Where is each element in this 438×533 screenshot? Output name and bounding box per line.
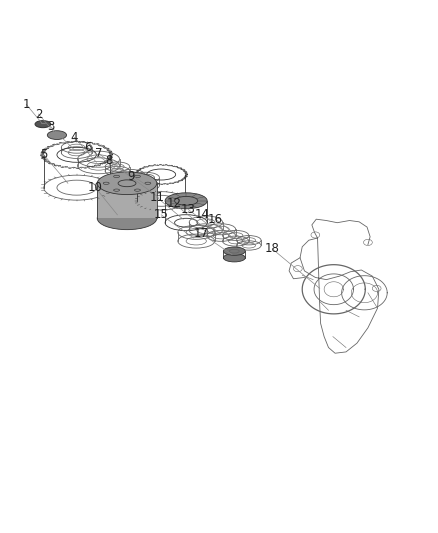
- Text: 16: 16: [208, 213, 223, 225]
- Text: 8: 8: [105, 154, 112, 167]
- Text: 5: 5: [40, 148, 47, 161]
- Text: 17: 17: [194, 227, 209, 240]
- Text: 15: 15: [154, 208, 169, 221]
- Text: 13: 13: [181, 203, 196, 216]
- Ellipse shape: [97, 207, 157, 230]
- Text: 10: 10: [88, 181, 103, 194]
- Text: 6: 6: [84, 141, 92, 154]
- Text: 2: 2: [35, 108, 42, 120]
- Text: 1: 1: [22, 98, 30, 111]
- Text: 18: 18: [265, 243, 280, 255]
- Text: 7: 7: [95, 147, 102, 160]
- Ellipse shape: [35, 120, 51, 128]
- Polygon shape: [97, 183, 157, 219]
- Text: 14: 14: [195, 208, 210, 221]
- Text: 11: 11: [149, 191, 164, 204]
- Text: 4: 4: [71, 131, 78, 144]
- Text: 3: 3: [47, 120, 54, 133]
- Ellipse shape: [223, 254, 245, 262]
- Text: 12: 12: [167, 197, 182, 211]
- Ellipse shape: [165, 193, 207, 209]
- Ellipse shape: [223, 247, 245, 255]
- Ellipse shape: [97, 172, 157, 195]
- Text: 9: 9: [127, 170, 134, 183]
- Ellipse shape: [47, 131, 67, 140]
